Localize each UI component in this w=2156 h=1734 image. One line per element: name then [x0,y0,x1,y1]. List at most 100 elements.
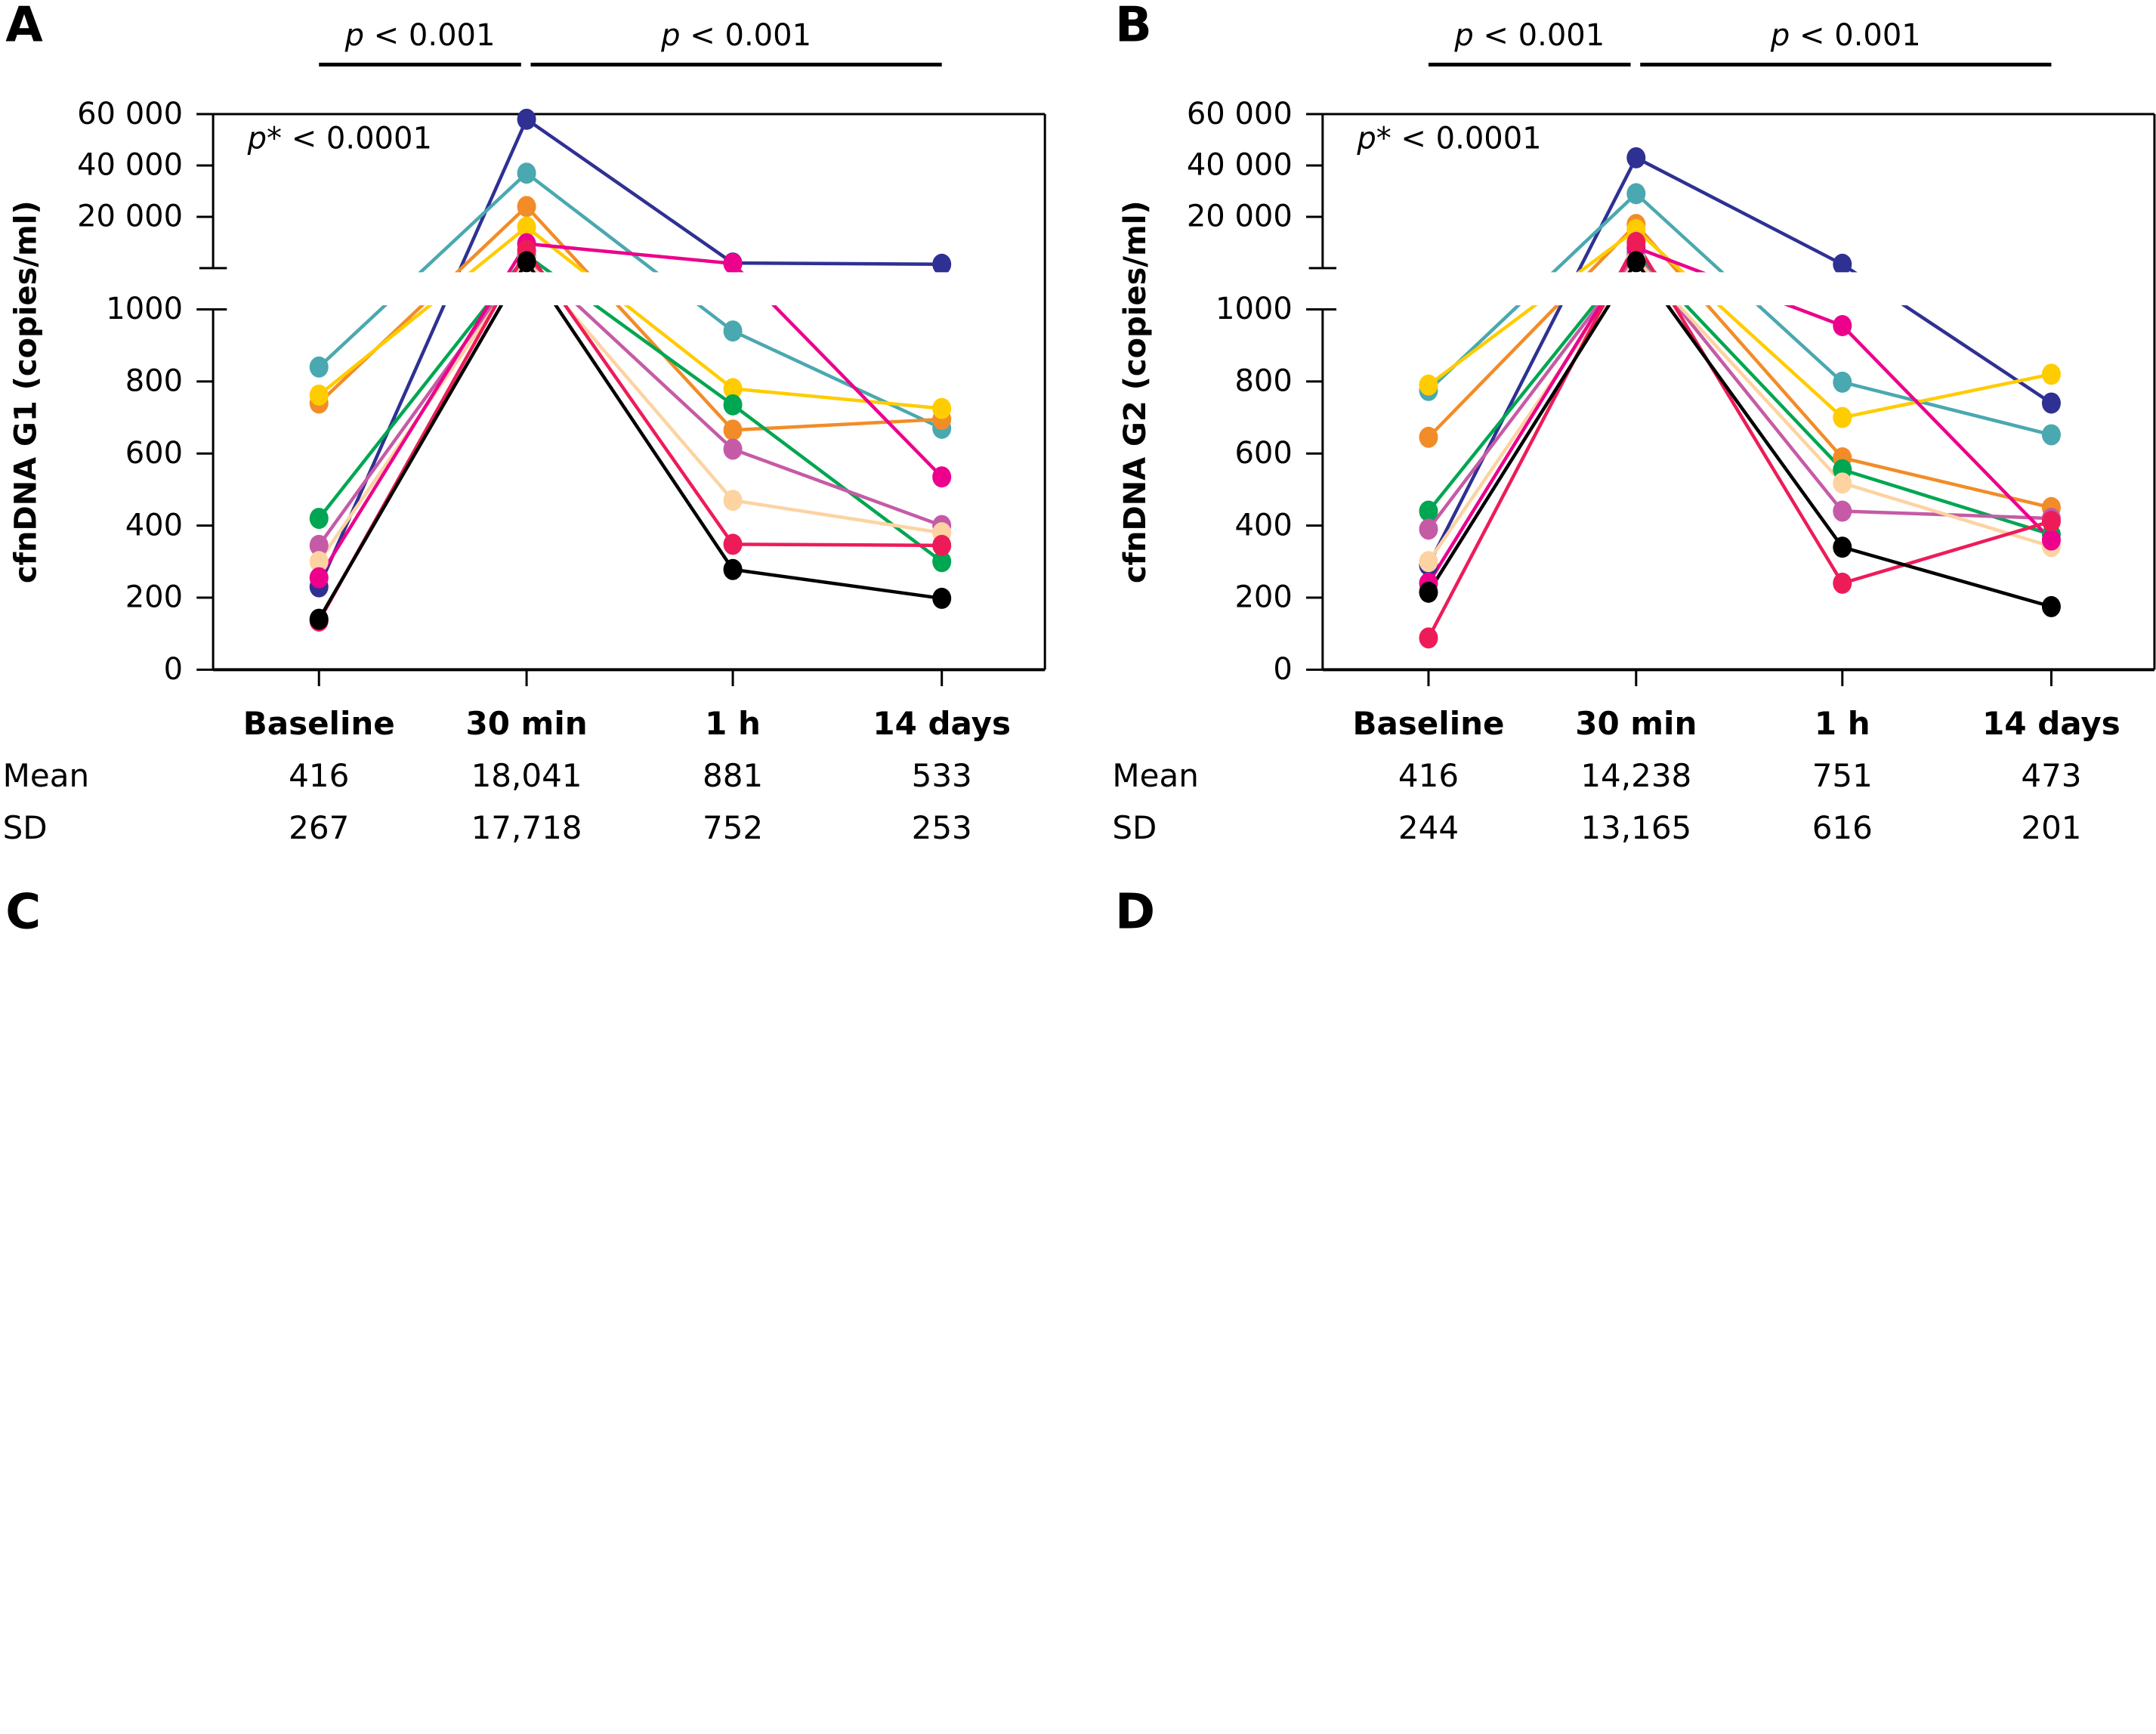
y-tick-label: 40 000 [77,148,183,183]
data-point-magenta [723,252,743,274]
y-tick-label: 200 [125,580,183,615]
x-category-label: 1 h [705,705,761,742]
series-group [1419,147,2061,649]
data-point-crimson [1626,231,1646,253]
table-row-label: Mean [3,757,89,794]
p-value-annotation: p* < 0.0001 [247,122,432,156]
table-row-label: Mean [1112,757,1198,794]
p-symbol: p [660,18,680,53]
data-point-crimson [1419,627,1438,649]
series-line-magenta [317,242,944,579]
data-point-black [309,608,329,630]
data-point-crimson [932,534,952,556]
p-symbol: p [1770,18,1790,53]
data-point-yellow [1419,374,1438,396]
x-category-label: 1 h [1815,705,1870,742]
y-axis-label: cfnDNA G2 (copies/ml) [1118,200,1153,583]
y-tick-label: 1000 [106,292,183,326]
data-point-peach [1833,472,1852,494]
p-text: < 0.001 [1790,18,1920,53]
x-category-label: 30 min [1575,705,1697,742]
data-point-peach [723,490,743,512]
data-point-teal [517,162,536,184]
y-tick-label: 800 [1234,364,1292,399]
y-tick-label: 1000 [1215,292,1293,326]
panel-letter: D [1115,885,1155,941]
series-line-black [317,258,943,620]
y-tick-label: 600 [125,436,183,471]
table-cell: 13,165 [1580,809,1691,846]
x-category-label: Baseline [243,705,395,742]
data-point-green [309,508,329,530]
table-cell: 17,718 [471,809,582,846]
panel-letter: B [1115,0,1152,54]
data-point-purple [723,438,743,460]
series-line-navy [317,116,942,588]
p-text: < 0.001 [364,18,495,53]
table-cell: 14,238 [1580,757,1691,794]
series-line-peach [1427,256,2053,563]
bracket-p-value: p < 0.001 [660,18,811,53]
p-symbol: p* [247,122,282,156]
table-cell: 244 [1398,809,1459,846]
y-tick-label: 0 [1273,652,1292,687]
p-symbol: p* [1356,122,1391,156]
data-point-magenta [2041,529,2061,551]
y-tick-label: 800 [125,364,183,399]
data-point-peach [1419,551,1438,573]
axis-break-gap-cover [215,272,1042,306]
y-tick-label: 20 000 [1187,199,1293,234]
data-point-teal [723,320,743,342]
data-point-green [932,551,952,573]
table-cell: 416 [289,757,349,794]
y-tick-label: 60 000 [1187,97,1293,131]
data-point-crimson [723,533,743,555]
series-line-orange [1427,221,2052,509]
table-row-label: SD [3,809,48,846]
data-point-black [517,251,536,273]
data-point-navy [2041,392,2061,414]
data-point-black [1833,536,1852,558]
data-point-navy [1833,253,1852,275]
series-line-navy [1426,155,2053,567]
data-point-orange [723,419,743,441]
data-point-orange [517,196,536,218]
y-tick-label: 60 000 [77,97,183,131]
x-category-label: 14 days [873,705,1011,742]
y-tick-label: 20 000 [77,199,183,234]
series-line-purple [317,255,943,547]
table-cell: 751 [1812,757,1873,794]
series-group [309,108,952,632]
bracket-p-value: p < 0.001 [1453,18,1605,53]
table-cell: 416 [1398,757,1459,794]
data-point-crimson [1833,572,1852,594]
p-text: < 0.001 [1474,18,1605,53]
series-line-crimson [317,246,942,623]
data-point-orange [1419,426,1438,448]
data-point-teal [1626,183,1646,205]
x-category-label: Baseline [1352,705,1504,742]
data-point-crimson [2041,510,2061,532]
x-category-label: 14 days [1982,705,2120,742]
data-point-peach [309,551,329,573]
data-point-navy [1626,147,1646,168]
y-tick-label: 600 [1234,436,1292,471]
data-point-teal [2041,424,2061,446]
data-point-navy [517,108,536,130]
table-row-label: SD [1112,809,1157,846]
series-line-green [317,252,944,564]
data-point-yellow [2041,363,2061,385]
p-text: < 0.001 [681,18,811,53]
series-line-yellow [1427,227,2052,419]
data-point-black [2041,595,2061,617]
panel-letter: C [5,885,41,941]
series-line-black [1427,258,2053,609]
p-text: < 0.0001 [282,122,432,156]
data-point-green [723,394,743,416]
y-tick-label: 400 [125,508,183,542]
data-point-magenta [1833,314,1852,336]
data-point-magenta [932,466,952,488]
table-cell: 752 [703,809,763,846]
